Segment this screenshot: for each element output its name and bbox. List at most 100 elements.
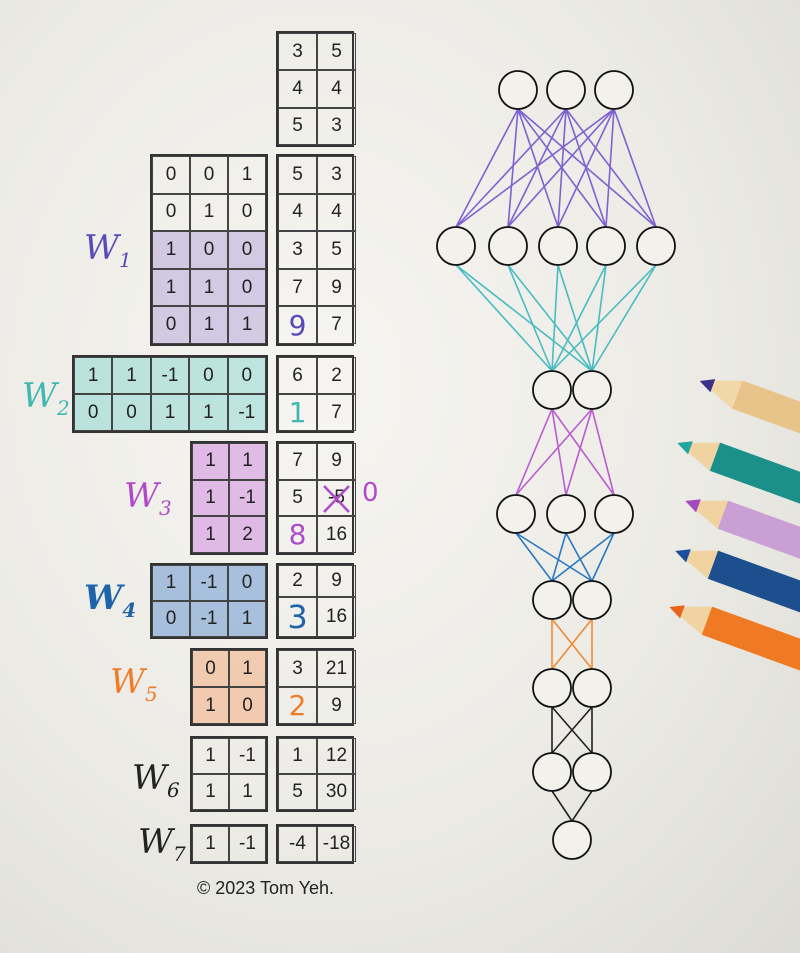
network-edge bbox=[507, 108, 519, 228]
w2-matrix: 1 1 -1 0 0 0 0 1 1 -1 bbox=[72, 355, 268, 433]
output-cell: 9 bbox=[317, 443, 356, 480]
network-edge bbox=[565, 532, 593, 582]
weight-cell: 1 bbox=[190, 193, 228, 232]
network-node bbox=[572, 752, 612, 792]
output-cell-updated: 1 bbox=[278, 394, 317, 431]
network-edge bbox=[557, 264, 593, 372]
weight-cell: 1 bbox=[229, 650, 266, 687]
output-matrix: -4 -18 bbox=[276, 824, 356, 864]
weight-cell: 1 bbox=[192, 826, 229, 862]
output-cell: 7 bbox=[278, 268, 317, 307]
output-cell: 9 bbox=[317, 268, 356, 307]
network-node bbox=[594, 494, 634, 534]
weight-cell: 0 bbox=[112, 394, 151, 431]
input-cell: 4 bbox=[317, 70, 356, 108]
network-edge bbox=[455, 264, 553, 372]
network-node bbox=[552, 820, 592, 860]
input-cell: 5 bbox=[317, 33, 356, 71]
weight-cell: 1 bbox=[112, 357, 151, 394]
output-cell: 3 bbox=[317, 156, 356, 194]
output-cell: -4 bbox=[278, 826, 317, 862]
network-edge bbox=[455, 108, 615, 228]
network-edge bbox=[455, 264, 593, 372]
network-node bbox=[496, 494, 536, 534]
weight-cell: 1 bbox=[192, 687, 229, 724]
layer7-label: W7 bbox=[138, 822, 186, 866]
output-cell: 21 bbox=[317, 650, 356, 687]
output-cell-updated: 8 bbox=[278, 516, 317, 553]
weight-cell: 0 bbox=[192, 650, 229, 687]
network-edge bbox=[551, 264, 559, 372]
input-matrix: 3 5 4 4 5 3 bbox=[276, 31, 356, 147]
output-cell: 12 bbox=[317, 738, 356, 774]
network-node bbox=[594, 70, 634, 110]
network-edge bbox=[515, 408, 553, 496]
network-node bbox=[572, 370, 612, 410]
weight-cell: 1 bbox=[152, 231, 190, 269]
weight-cell: 1 bbox=[228, 156, 266, 194]
input-cell: 3 bbox=[317, 107, 356, 145]
network-edge bbox=[507, 108, 615, 228]
network-node bbox=[572, 580, 612, 620]
network-edge bbox=[551, 264, 657, 372]
network-node bbox=[498, 70, 538, 110]
output-cell: 3 bbox=[278, 650, 317, 687]
layer4-label: W4 bbox=[84, 578, 137, 622]
weight-cell: 0 bbox=[228, 231, 266, 269]
output-cell-crossed: -5 bbox=[317, 479, 356, 517]
network-edge bbox=[455, 108, 567, 228]
input-cell: 5 bbox=[278, 107, 317, 145]
network-node bbox=[532, 752, 572, 792]
output-cell: 5 bbox=[278, 479, 317, 517]
weight-cell: 1 bbox=[150, 394, 190, 431]
output-cell: -18 bbox=[317, 826, 356, 862]
w3-matrix: 1 1 1 -1 1 2 bbox=[190, 441, 268, 555]
output-cell-updated: 3 bbox=[278, 597, 317, 637]
network-edge bbox=[551, 408, 567, 496]
weight-cell: 1 bbox=[228, 306, 266, 344]
output-cell: 6 bbox=[278, 357, 317, 394]
h6-matrix: 1 12 5 30 bbox=[276, 736, 356, 812]
weight-cell: 0 bbox=[190, 156, 228, 194]
output-cell: 30 bbox=[317, 774, 356, 810]
weight-cell: -1 bbox=[229, 738, 266, 774]
output-cell-updated: 9 bbox=[278, 306, 317, 344]
network-edge bbox=[565, 408, 593, 496]
weight-cell: 2 bbox=[229, 516, 266, 553]
weight-cell: -1 bbox=[227, 394, 266, 431]
network-edge bbox=[551, 706, 593, 754]
network-edge bbox=[551, 532, 615, 582]
network-node bbox=[532, 370, 572, 410]
w4-matrix: 1 -1 0 0 -1 1 bbox=[150, 563, 268, 639]
output-cell: 5 bbox=[278, 774, 317, 810]
network-node bbox=[572, 668, 612, 708]
network-edge bbox=[517, 108, 657, 228]
weight-cell: 1 bbox=[190, 306, 228, 344]
weight-cell: 1 bbox=[74, 357, 113, 394]
network-edge bbox=[515, 532, 593, 582]
network-node bbox=[636, 226, 676, 266]
network-edge bbox=[551, 618, 593, 670]
output-cell-updated: 2 bbox=[278, 687, 317, 724]
network-edge bbox=[591, 264, 657, 372]
output-cell: 2 bbox=[317, 357, 356, 394]
layer2-label: W2 bbox=[22, 376, 70, 420]
h4-matrix: 2 9 3 16 bbox=[276, 563, 356, 639]
output-cell: 4 bbox=[278, 193, 317, 232]
weight-cell: 1 bbox=[228, 601, 266, 637]
network-edge bbox=[551, 532, 567, 582]
h5-matrix: 3 21 2 9 bbox=[276, 648, 356, 726]
weight-cell: 1 bbox=[192, 516, 229, 553]
cross-mark-icon bbox=[323, 484, 350, 513]
weight-cell: -1 bbox=[229, 826, 266, 862]
weight-cell: 1 bbox=[189, 394, 228, 431]
weight-cell: 0 bbox=[152, 156, 190, 194]
weight-cell: -1 bbox=[190, 565, 228, 601]
h1-matrix: 5 3 4 4 3 5 7 9 9 7 bbox=[276, 154, 356, 346]
output-cell: 16 bbox=[317, 597, 356, 637]
output-cell: 7 bbox=[317, 394, 356, 431]
network-edge bbox=[455, 108, 519, 228]
copyright-notice: © 2023 Tom Yeh. bbox=[197, 878, 335, 898]
network-edge bbox=[571, 790, 593, 822]
output-cell: 5 bbox=[278, 156, 317, 194]
